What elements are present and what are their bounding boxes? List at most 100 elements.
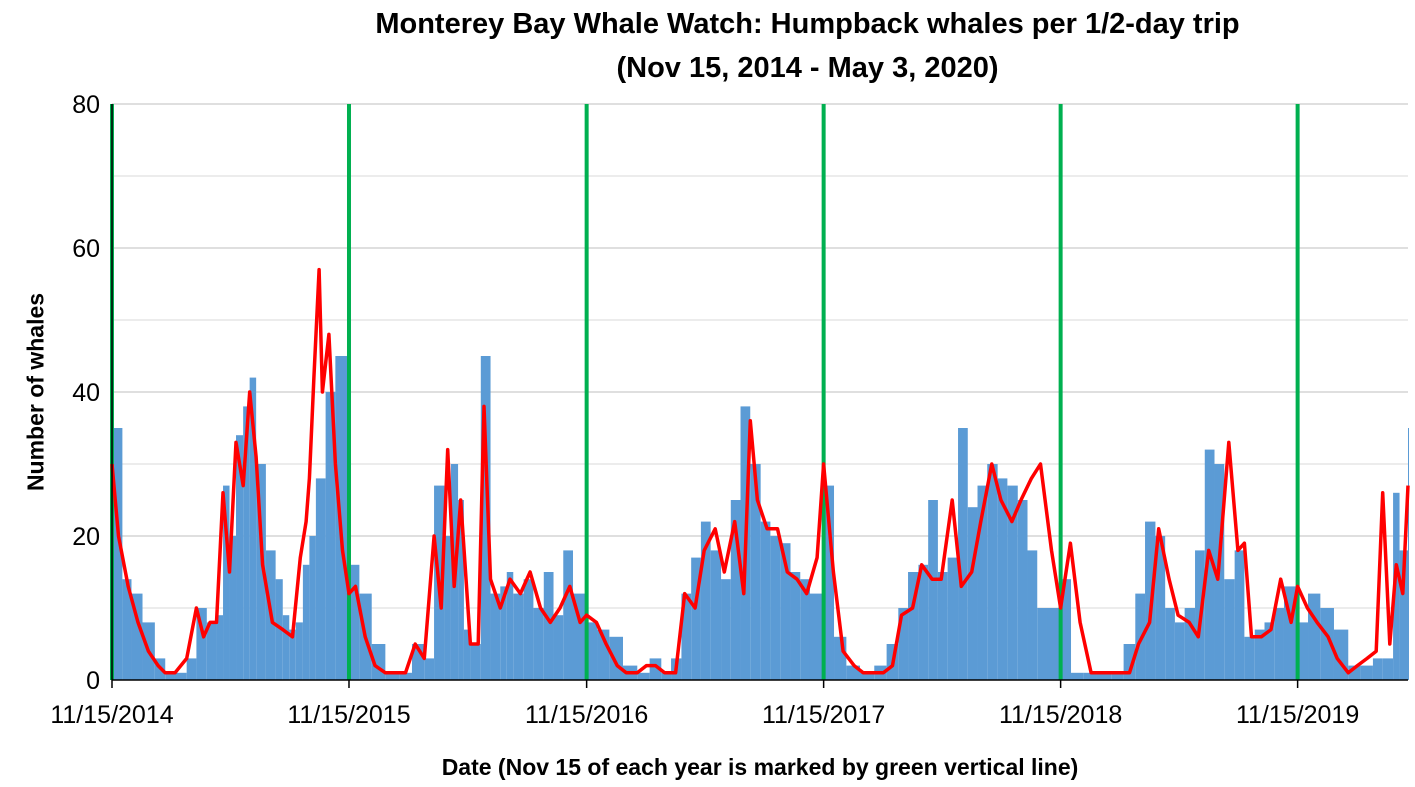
- bar: [800, 579, 810, 680]
- bar: [1254, 629, 1265, 680]
- bar: [1135, 593, 1146, 680]
- bar: [1360, 665, 1373, 680]
- y-tick-label: 60: [72, 235, 100, 263]
- bar: [586, 622, 598, 680]
- bar: [1096, 672, 1112, 680]
- y-axis-label: Number of whales: [22, 292, 49, 492]
- bar: [1393, 492, 1400, 680]
- bar: [1382, 658, 1394, 680]
- bar: [463, 629, 471, 680]
- bar: [1071, 672, 1084, 680]
- bar: [977, 485, 988, 680]
- bar: [216, 615, 224, 680]
- bar: [302, 564, 310, 680]
- bar: [691, 557, 701, 680]
- bar: [553, 615, 564, 680]
- bar: [131, 593, 143, 680]
- bar: [947, 557, 959, 680]
- bar: [937, 572, 948, 680]
- bar: [681, 593, 692, 680]
- bar: [385, 672, 400, 680]
- bar: [721, 579, 731, 680]
- bar: [834, 636, 847, 680]
- x-tick-label: 11/15/2015: [287, 701, 410, 729]
- bar: [898, 608, 909, 680]
- bar: [967, 507, 978, 680]
- bar: [1274, 608, 1284, 680]
- bar: [908, 572, 919, 680]
- bar: [1224, 579, 1235, 680]
- bar: [275, 579, 283, 680]
- bar: [1060, 579, 1072, 680]
- y-tick-label: 80: [72, 91, 100, 119]
- bar: [750, 464, 761, 680]
- bar: [760, 521, 771, 680]
- y-tick-label: 0: [86, 667, 100, 695]
- bar: [1017, 500, 1028, 680]
- x-tick-label: 11/15/2017: [762, 701, 885, 729]
- bar: [1244, 636, 1255, 680]
- bar: [1408, 428, 1409, 680]
- bar: [186, 658, 197, 680]
- bar: [1027, 550, 1038, 680]
- chart-title: Monterey Bay Whale Watch: Humpback whale…: [375, 8, 1240, 40]
- bar: [1046, 608, 1061, 680]
- bar: [309, 536, 316, 680]
- bar: [480, 356, 491, 680]
- bar: [470, 644, 481, 680]
- bar: [325, 392, 336, 680]
- x-tick-label: 11/15/2018: [999, 701, 1122, 729]
- bar: [859, 672, 875, 680]
- bar: [809, 593, 824, 680]
- bar: [295, 622, 303, 680]
- bar: [424, 658, 435, 680]
- bar: [223, 485, 230, 680]
- bar: [243, 406, 250, 680]
- bar: [1234, 550, 1245, 680]
- bar: [399, 672, 412, 680]
- bar: [1372, 658, 1383, 680]
- x-axis-label: Date (Nov 15 of each year is marked by g…: [441, 754, 1079, 780]
- bar: [444, 536, 451, 680]
- bar: [543, 572, 554, 680]
- bar: [928, 500, 938, 680]
- bar: [315, 478, 326, 680]
- bar: [730, 500, 741, 680]
- bar: [563, 550, 574, 680]
- bar: [958, 428, 968, 680]
- bar: [637, 672, 650, 680]
- bar: [196, 608, 207, 680]
- bar: [997, 478, 1008, 680]
- bar: [1399, 550, 1408, 680]
- bar: [533, 608, 544, 680]
- chart-subtitle: (Nov 15, 2014 - May 3, 2020): [616, 52, 999, 84]
- bar: [987, 464, 998, 680]
- bar: [770, 536, 781, 680]
- bar: [335, 356, 349, 680]
- bar: [513, 593, 524, 680]
- bar: [165, 672, 175, 680]
- bar: [1111, 672, 1124, 680]
- bar: [1204, 449, 1215, 680]
- bar: [1155, 536, 1166, 680]
- bar: [1037, 608, 1047, 680]
- bar: [609, 636, 623, 680]
- bar: [1165, 608, 1175, 680]
- bar: [1297, 622, 1309, 680]
- bar: [236, 435, 244, 680]
- x-tick-label: 11/15/2019: [1236, 701, 1359, 729]
- bar: [523, 579, 534, 680]
- bar: [458, 500, 464, 680]
- bar: [1007, 485, 1018, 680]
- bar: [282, 615, 290, 680]
- x-tick-label: 11/15/2016: [525, 701, 648, 729]
- bar: [790, 572, 801, 680]
- bar: [490, 593, 501, 680]
- bar: [500, 586, 507, 680]
- y-tick-label: 20: [72, 523, 100, 551]
- bar: [289, 629, 296, 680]
- smoothed-line: [110, 267, 1410, 675]
- bar: [506, 572, 514, 680]
